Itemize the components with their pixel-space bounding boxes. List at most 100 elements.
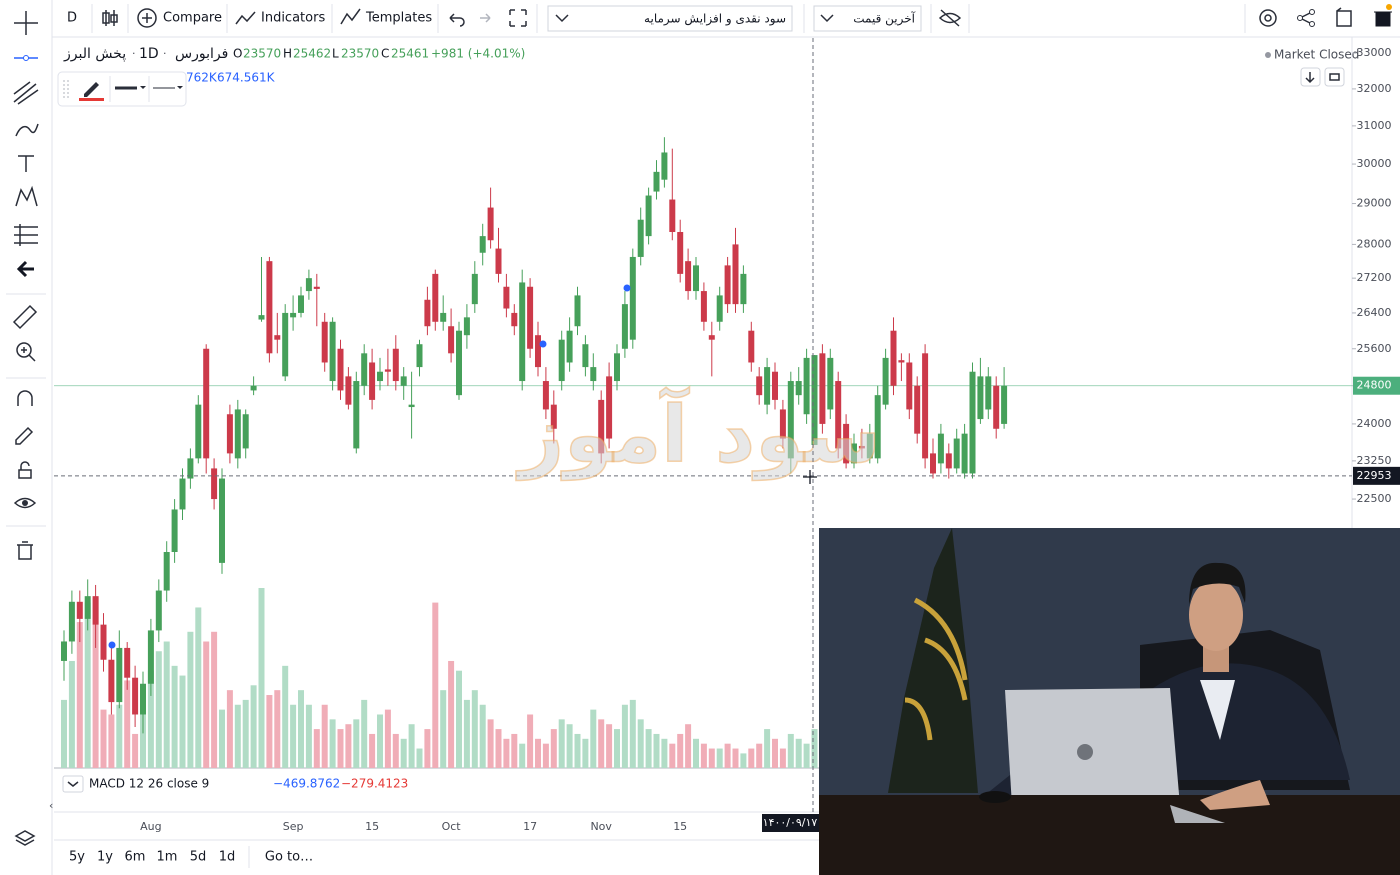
eye-tool[interactable] [13, 497, 37, 509]
zoom-tool[interactable] [16, 342, 32, 358]
laptop-logo [1077, 744, 1093, 760]
volume-bar [337, 729, 344, 768]
share-node [1309, 9, 1315, 15]
volume-bar [440, 690, 447, 768]
magnet-tool[interactable] [17, 390, 33, 406]
volume-bar [242, 699, 249, 768]
candle-body [685, 261, 692, 292]
volume-bar [61, 699, 67, 768]
hide-button[interactable] [938, 9, 962, 27]
candle-body [858, 445, 865, 449]
goto-button[interactable]: Go to… [265, 850, 313, 865]
snapshot-button[interactable] [1336, 7, 1352, 27]
candle-body [408, 404, 415, 408]
volume-bar [234, 704, 241, 768]
volume-bar [700, 743, 707, 768]
indicators-button[interactable]: Indicators [261, 11, 325, 26]
share-node [1297, 15, 1303, 21]
undo-button[interactable] [449, 13, 465, 27]
range-button[interactable]: 6m [125, 850, 146, 865]
interval-button[interactable]: D [67, 11, 77, 26]
volume-bar [392, 733, 399, 768]
y-tick-label: 31000 [1357, 119, 1392, 132]
brush-tool[interactable] [15, 123, 39, 137]
back-arrow[interactable] [16, 260, 34, 278]
dropdown-caret [140, 86, 146, 89]
candle-body [321, 321, 328, 363]
prediction-tool[interactable] [14, 224, 38, 246]
volume-bar [329, 719, 336, 768]
drag-handle[interactable] [63, 80, 69, 98]
candle-body [985, 376, 992, 410]
templates-icon[interactable] [340, 8, 361, 25]
candle-body [677, 231, 684, 274]
reset-button[interactable] [1324, 67, 1345, 87]
left-toolbar [6, 11, 46, 846]
indicators-icon[interactable] [235, 11, 256, 25]
candle-body [961, 433, 968, 474]
event-marker[interactable] [539, 340, 547, 348]
volume-bar [693, 738, 699, 768]
bottom-bar: Go to… 5y 1y 6m 1m 5d 1d [69, 846, 313, 868]
pattern-tool[interactable] [15, 185, 38, 207]
ruler-tool[interactable] [12, 304, 38, 330]
candle-body [187, 458, 194, 479]
pencil-color-button[interactable] [84, 82, 99, 97]
candle-body [527, 286, 534, 349]
close-value: 25461 [391, 47, 429, 61]
drawing-toolbar [57, 71, 187, 107]
fullscreen-button[interactable] [509, 9, 527, 27]
event-marker[interactable] [623, 284, 631, 292]
collapse-button[interactable] [62, 775, 84, 793]
candle-body [61, 641, 67, 661]
volume-bar [68, 660, 75, 768]
lock-draw-tool[interactable] [15, 426, 34, 445]
volume-bar [171, 665, 178, 768]
settings-button[interactable] [1259, 9, 1277, 27]
candle-body [598, 399, 605, 454]
templates-button[interactable]: Templates [365, 11, 432, 26]
candle-body [693, 265, 699, 292]
open-label: O [233, 47, 242, 61]
event-marker[interactable] [108, 641, 116, 649]
candle-body [922, 353, 929, 459]
redo-button[interactable] [480, 13, 491, 23]
dividend-dropdown[interactable] [547, 5, 793, 32]
candle-body [163, 552, 170, 591]
volume-bar [400, 738, 407, 768]
range-button[interactable]: 1y [97, 850, 113, 865]
compare-icon[interactable] [137, 8, 157, 28]
price-dropdown[interactable] [813, 5, 922, 32]
chart-type-button[interactable] [102, 10, 118, 26]
text-tool[interactable] [18, 155, 34, 172]
candle-body [819, 353, 826, 424]
pane-handle[interactable]: ‹ [49, 799, 53, 812]
volume-bar [527, 714, 534, 768]
delete-button[interactable] [1374, 11, 1392, 27]
range-button[interactable]: 1d [219, 850, 236, 865]
laptop [1005, 688, 1180, 806]
x-tick-label: Oct [442, 820, 462, 833]
dropdown-arrow [820, 14, 834, 23]
candle-body [329, 321, 336, 382]
lock-tool[interactable] [18, 461, 32, 479]
candle-body [764, 367, 771, 405]
eye-pupil [22, 500, 28, 506]
candle-body [795, 381, 802, 396]
fib-tool[interactable] [13, 81, 39, 105]
range-button[interactable]: 5y [69, 850, 85, 865]
volume-bar [669, 743, 676, 768]
candle-body [890, 330, 897, 386]
volume-bar [629, 699, 636, 768]
trash-tool[interactable] [17, 541, 33, 560]
volume-bar [124, 680, 131, 768]
candle-body [542, 381, 549, 410]
compare-button[interactable]: Compare [163, 11, 222, 26]
layers-tool[interactable] [14, 830, 36, 846]
volume-bar [100, 709, 107, 768]
volume-bar [313, 729, 320, 768]
range-button[interactable]: 5d [190, 850, 207, 865]
candle-body [116, 647, 123, 703]
crosshair-tool[interactable] [14, 11, 38, 35]
range-button[interactable]: 1m [157, 850, 178, 865]
